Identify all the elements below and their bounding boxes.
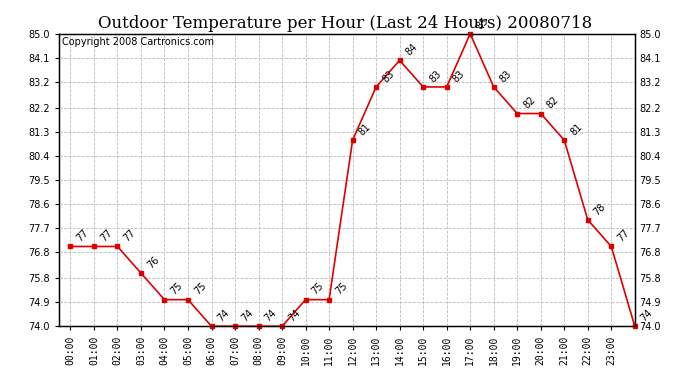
Text: 75: 75 [168, 281, 184, 297]
Text: Outdoor Temperature per Hour (Last 24 Hours) 20080718: Outdoor Temperature per Hour (Last 24 Ho… [98, 15, 592, 32]
Text: 74: 74 [239, 308, 255, 324]
Text: 84: 84 [404, 42, 420, 58]
Text: 83: 83 [380, 68, 396, 84]
Text: 83: 83 [427, 68, 443, 84]
Text: 82: 82 [522, 95, 538, 111]
Text: 77: 77 [98, 228, 114, 244]
Text: 76: 76 [145, 255, 161, 270]
Text: 77: 77 [615, 228, 631, 244]
Text: 74: 74 [639, 308, 655, 324]
Text: Copyright 2008 Cartronics.com: Copyright 2008 Cartronics.com [61, 37, 213, 46]
Text: 83: 83 [451, 68, 466, 84]
Text: 78: 78 [592, 201, 608, 217]
Text: 74: 74 [216, 308, 231, 324]
Text: 75: 75 [333, 281, 349, 297]
Text: 81: 81 [569, 122, 584, 137]
Text: 81: 81 [357, 122, 373, 137]
Text: 74: 74 [286, 308, 302, 324]
Text: 77: 77 [121, 228, 137, 244]
Text: 77: 77 [75, 228, 90, 244]
Text: 83: 83 [498, 68, 513, 84]
Text: 82: 82 [545, 95, 561, 111]
Text: 74: 74 [263, 308, 279, 324]
Text: 75: 75 [192, 281, 208, 297]
Text: 85: 85 [474, 15, 490, 31]
Text: 75: 75 [310, 281, 326, 297]
